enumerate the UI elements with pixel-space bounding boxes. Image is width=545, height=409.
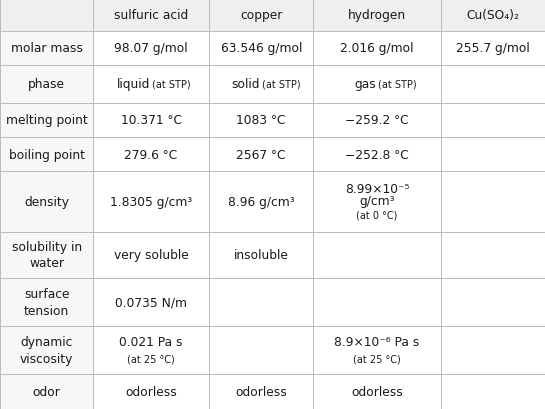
- Bar: [93, 232, 209, 278]
- Bar: [313, 278, 440, 326]
- Bar: [93, 31, 209, 65]
- Text: 1083 °C: 1083 °C: [237, 114, 286, 127]
- Bar: [209, 0, 313, 31]
- Bar: [440, 0, 545, 31]
- Bar: [313, 172, 440, 232]
- Bar: [0, 278, 93, 326]
- Bar: [0, 0, 93, 31]
- Text: (at 0 °C): (at 0 °C): [356, 210, 398, 220]
- Text: odorless: odorless: [351, 385, 403, 398]
- Text: odorless: odorless: [235, 385, 287, 398]
- Bar: [440, 31, 545, 65]
- Text: dynamic
viscosity: dynamic viscosity: [20, 336, 73, 365]
- Text: insoluble: insoluble: [234, 249, 289, 262]
- Bar: [93, 103, 209, 138]
- Bar: [313, 326, 440, 374]
- Bar: [313, 0, 440, 31]
- Bar: [0, 103, 93, 138]
- Text: sulfuric acid: sulfuric acid: [114, 9, 188, 22]
- Text: 10.371 °C: 10.371 °C: [120, 114, 181, 127]
- Text: 2567 °C: 2567 °C: [237, 148, 286, 161]
- Bar: [440, 172, 545, 232]
- Text: copper: copper: [240, 9, 282, 22]
- Bar: [93, 172, 209, 232]
- Text: odor: odor: [33, 385, 60, 398]
- Bar: [440, 138, 545, 172]
- Bar: [440, 65, 545, 103]
- Bar: [313, 138, 440, 172]
- Bar: [209, 103, 313, 138]
- Bar: [93, 0, 209, 31]
- Text: solubility in
water: solubility in water: [11, 240, 82, 270]
- Text: 63.546 g/mol: 63.546 g/mol: [221, 42, 302, 55]
- Bar: [0, 232, 93, 278]
- Text: (at STP): (at STP): [152, 80, 191, 90]
- Bar: [0, 374, 93, 409]
- Text: −252.8 °C: −252.8 °C: [345, 148, 409, 161]
- Text: 1.8305 g/cm³: 1.8305 g/cm³: [110, 196, 192, 209]
- Bar: [440, 326, 545, 374]
- Text: 0.021 Pa s: 0.021 Pa s: [119, 335, 183, 348]
- Bar: [0, 172, 93, 232]
- Bar: [209, 278, 313, 326]
- Text: hydrogen: hydrogen: [348, 9, 406, 22]
- Text: odorless: odorless: [125, 385, 177, 398]
- Text: gas: gas: [354, 78, 376, 91]
- Text: 2.016 g/mol: 2.016 g/mol: [340, 42, 414, 55]
- Bar: [313, 31, 440, 65]
- Text: very soluble: very soluble: [114, 249, 189, 262]
- Bar: [440, 278, 545, 326]
- Text: 0.0735 N/m: 0.0735 N/m: [115, 296, 187, 309]
- Bar: [440, 374, 545, 409]
- Bar: [209, 326, 313, 374]
- Text: (at 25 °C): (at 25 °C): [127, 354, 175, 364]
- Text: solid: solid: [232, 78, 260, 91]
- Bar: [0, 31, 93, 65]
- Text: phase: phase: [28, 78, 65, 91]
- Text: (at STP): (at STP): [262, 80, 301, 90]
- Text: 8.96 g/cm³: 8.96 g/cm³: [228, 196, 294, 209]
- Bar: [313, 374, 440, 409]
- Bar: [440, 232, 545, 278]
- Bar: [313, 103, 440, 138]
- Bar: [93, 65, 209, 103]
- Bar: [209, 172, 313, 232]
- Text: Cu(SO₄)₂: Cu(SO₄)₂: [467, 9, 519, 22]
- Text: 255.7 g/mol: 255.7 g/mol: [456, 42, 530, 55]
- Bar: [209, 138, 313, 172]
- Bar: [313, 232, 440, 278]
- Bar: [209, 232, 313, 278]
- Bar: [93, 326, 209, 374]
- Bar: [209, 374, 313, 409]
- Text: 279.6 °C: 279.6 °C: [124, 148, 178, 161]
- Bar: [93, 138, 209, 172]
- Bar: [93, 374, 209, 409]
- Bar: [0, 326, 93, 374]
- Text: (at STP): (at STP): [378, 80, 417, 90]
- Bar: [0, 138, 93, 172]
- Text: melting point: melting point: [5, 114, 87, 127]
- Bar: [0, 65, 93, 103]
- Text: boiling point: boiling point: [9, 148, 84, 161]
- Bar: [313, 65, 440, 103]
- Text: molar mass: molar mass: [11, 42, 82, 55]
- Text: liquid: liquid: [117, 78, 150, 91]
- Text: 98.07 g/mol: 98.07 g/mol: [114, 42, 188, 55]
- Bar: [93, 278, 209, 326]
- Text: g/cm³: g/cm³: [359, 194, 395, 207]
- Bar: [209, 65, 313, 103]
- Bar: [440, 103, 545, 138]
- Bar: [209, 31, 313, 65]
- Text: −259.2 °C: −259.2 °C: [345, 114, 409, 127]
- Text: 8.99×10⁻⁵: 8.99×10⁻⁵: [345, 182, 409, 195]
- Text: (at 25 °C): (at 25 °C): [353, 354, 401, 364]
- Text: 8.9×10⁻⁶ Pa s: 8.9×10⁻⁶ Pa s: [334, 335, 420, 348]
- Text: density: density: [24, 196, 69, 209]
- Text: surface
tension: surface tension: [24, 288, 69, 317]
